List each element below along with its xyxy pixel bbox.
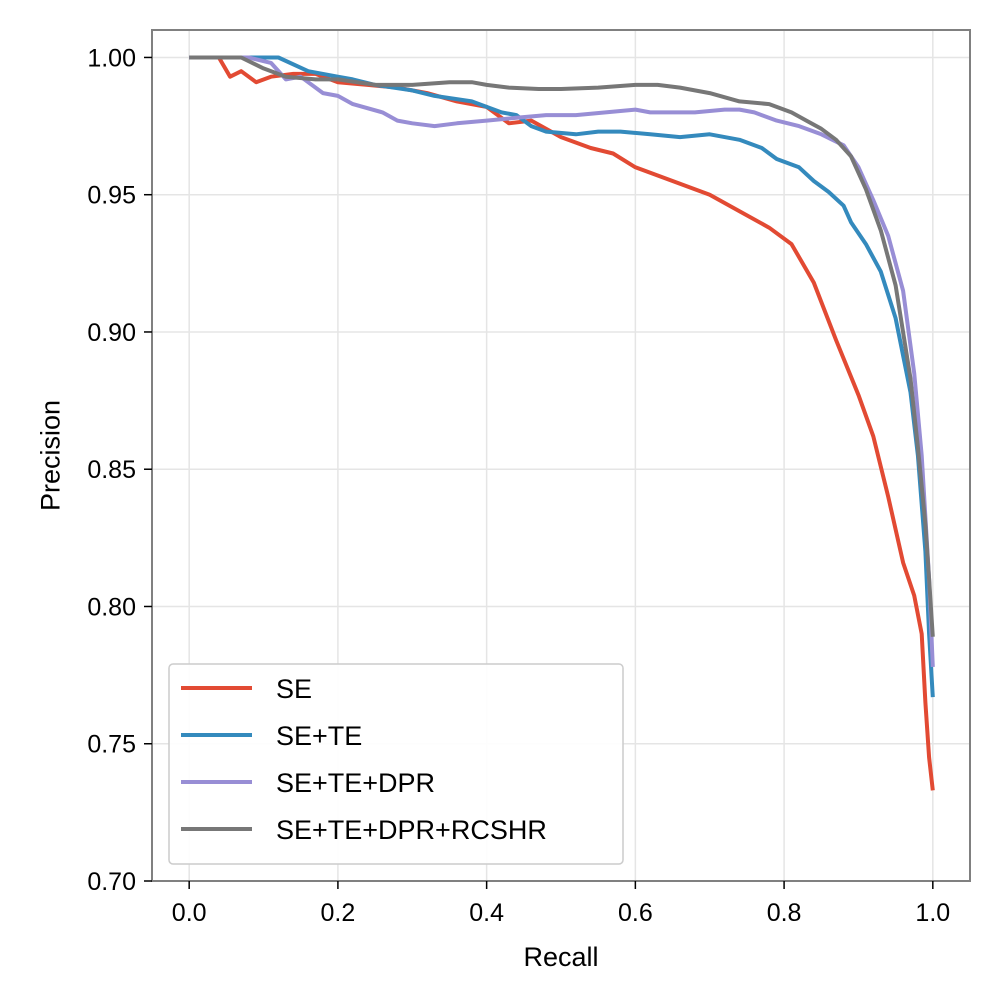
x-tick-label: 0.0 — [172, 899, 207, 927]
x-tick-label: 1.0 — [915, 899, 950, 927]
y-tick-label: 0.90 — [87, 319, 136, 347]
y-tick-label: 0.80 — [87, 593, 136, 621]
legend-entry: SE — [181, 674, 312, 704]
legend-entry: SE+TE+DPR+RCSHR — [181, 815, 547, 845]
y-axis-title: Precision — [35, 400, 65, 511]
plot-frame — [151, 29, 971, 882]
series-line-0 — [189, 55, 935, 791]
x-tick-label: 0.2 — [321, 899, 356, 927]
x-axis-ticks: 0.0 0.2 0.4 0.6 0.8 1.0 — [172, 881, 950, 927]
legend-label: SE+TE — [276, 721, 362, 751]
y-tick-label: 0.85 — [87, 456, 136, 484]
x-tick-label: 0.8 — [767, 899, 802, 927]
x-axis-title: Recall — [523, 942, 598, 972]
legend-label: SE+TE+DPR+RCSHR — [276, 815, 547, 845]
series-line-3 — [189, 55, 935, 637]
legend-entry: SE+TE+DPR — [181, 768, 435, 798]
series-lines — [189, 55, 935, 791]
series-line-2 — [189, 55, 935, 667]
legend-entry: SE+TE — [181, 721, 362, 751]
legend-label: SE — [276, 674, 312, 704]
legend-box — [168, 663, 624, 865]
y-tick-label: 0.75 — [87, 731, 136, 759]
legend-label: SE+TE+DPR — [276, 768, 435, 798]
y-tick-label: 1.00 — [87, 44, 136, 72]
y-tick-label: 0.95 — [87, 182, 136, 210]
x-tick-label: 0.6 — [618, 899, 653, 927]
y-axis-ticks: 0.70 0.75 0.80 0.85 0.90 0.95 1.00 — [87, 44, 152, 896]
y-tick-label: 0.70 — [87, 868, 136, 896]
x-tick-label: 0.4 — [469, 899, 504, 927]
legend: SE SE+TE SE+TE+DPR SE+TE+DPR+RCSHR — [168, 663, 624, 865]
